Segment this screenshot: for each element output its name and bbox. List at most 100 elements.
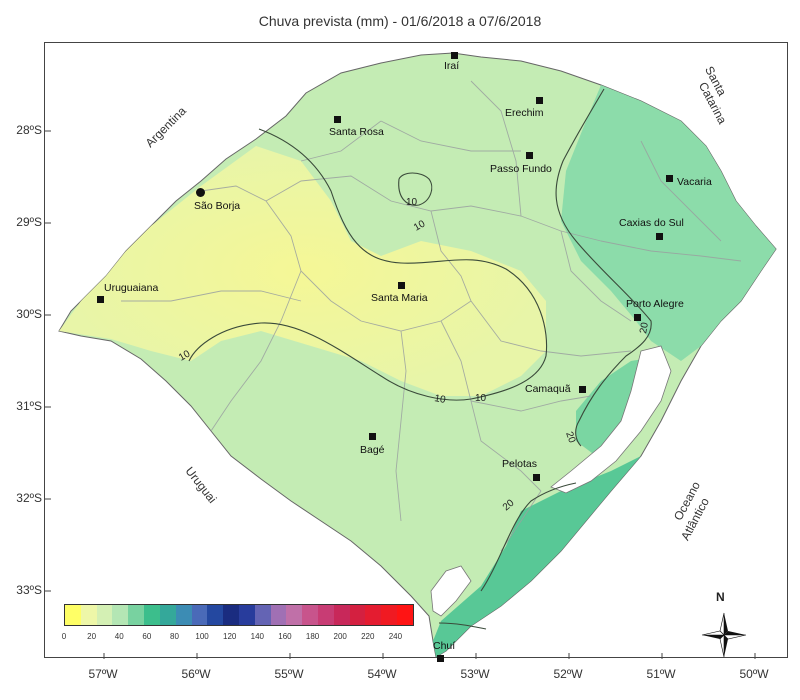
legend-tick-label: 60 (142, 632, 152, 641)
zone-0-10mm (59, 146, 546, 396)
color-legend: 0 20 40 60 80 100 120 140 160 180 200 220 240 (62, 604, 414, 641)
city-label-santa-maria: Santa Maria (371, 292, 428, 304)
legend-color-swatch (144, 605, 160, 625)
city-label-chui: Chuí (433, 640, 456, 652)
city-label-uruguaiana: Uruguaiana (104, 282, 159, 294)
city-marker (97, 296, 104, 303)
legend-color-swatch (365, 605, 382, 625)
legend-color-swatch (191, 605, 208, 625)
lat-tick-label: 32ºS (16, 491, 42, 505)
legend-tick-label: 140 (250, 632, 264, 641)
city-label-vacaria: Vacaria (677, 176, 712, 188)
city-label-santa-rosa: Santa Rosa (329, 126, 384, 138)
legend-color-swatch (397, 605, 413, 625)
legend-color-swatch (238, 605, 255, 625)
city-marker (196, 188, 205, 197)
contour-20-south (480, 482, 577, 592)
contour-20-chui (438, 622, 487, 630)
city-label-caxias-do-sul: Caxias do Sul (619, 217, 684, 229)
lagoa-mirim (430, 565, 472, 617)
legend-color-swatch (96, 605, 113, 625)
legend-tick-label: 20 (87, 632, 97, 641)
graticule-ticks (45, 130, 756, 659)
compass-rose-icon (701, 612, 747, 658)
legend-color-swatch (286, 605, 303, 625)
legend-tick-label: 160 (278, 632, 292, 641)
legend-color-swatch (381, 605, 398, 625)
contour-label: 10 (475, 393, 487, 404)
contour-label: 10 (177, 348, 193, 363)
legend-color-swatch (318, 605, 334, 625)
city-label-passo-fundo: Passo Fundo (490, 163, 552, 175)
city-label-sao-borja: São Borja (194, 200, 241, 212)
lon-tick-label: 54ºW (367, 667, 397, 681)
city-marker (451, 52, 458, 59)
zone-20-40mm-east (561, 85, 776, 361)
legend-color-bar (64, 604, 414, 626)
city-label-bage: Bagé (360, 444, 385, 456)
legend-color-swatch (333, 605, 350, 625)
city-marker (656, 233, 663, 240)
city-marker (334, 116, 341, 123)
legend-color-swatch (80, 605, 97, 625)
contour-10-loop (398, 172, 433, 206)
contour-10-north (188, 128, 548, 401)
lat-tick-label: 28ºS (16, 123, 42, 137)
city-marker (369, 433, 376, 440)
legend-tick-label: 80 (170, 632, 179, 641)
legend-color-swatch (223, 605, 239, 625)
legend-tick-label: 240 (388, 632, 403, 641)
legend-tick-label: 120 (223, 632, 237, 641)
contour-label: 20 (563, 430, 577, 445)
lon-tick-label: 57ºW (88, 667, 118, 681)
contour-label: 10 (433, 393, 446, 406)
city-marker (398, 282, 405, 289)
legend-color-swatch (349, 605, 366, 625)
city-marker (437, 655, 444, 662)
city-label-porto-alegre: Porto Alegre (626, 298, 684, 310)
legend-tick-label: 100 (195, 632, 209, 641)
lon-tick-label: 51ºW (646, 667, 676, 681)
legend-color-swatch (270, 605, 287, 625)
city-marker (634, 314, 641, 321)
lat-tick-label: 30ºS (16, 307, 42, 321)
legend-color-swatch (128, 605, 145, 625)
legend-color-swatch (159, 605, 176, 625)
lon-tick-label: 56ºW (181, 667, 211, 681)
legend-color-swatch (302, 605, 318, 625)
city-label-camaqua: Camaquã (525, 383, 571, 395)
contour-lines (188, 88, 652, 630)
lat-tick-label: 33ºS (16, 583, 42, 597)
legend-tick-label: 180 (305, 632, 320, 641)
city-label-erechim: Erechim (505, 107, 544, 119)
city-label-irai: Iraí (444, 60, 460, 72)
legend-tick-label: 220 (361, 632, 375, 641)
zone-20-40mm-south (433, 456, 641, 657)
lon-tick-label: 50ºW (739, 667, 769, 681)
city-marker (533, 474, 540, 481)
legend-tick-label: 0 (61, 632, 67, 641)
map-title: Chuva prevista (mm) - 01/6/2018 a 07/6/2… (258, 13, 542, 29)
city-label-pelotas: Pelotas (502, 458, 538, 470)
contour-20-east (555, 88, 652, 447)
contour-label: 20 (638, 321, 651, 334)
city-marker (579, 386, 586, 393)
rainfall-map: 10 10 10 10 10 20 20 20 (45, 52, 777, 659)
legend-color-swatch (112, 605, 129, 625)
legend-color-swatch (65, 605, 81, 625)
legend-color-swatch (254, 605, 271, 625)
contour-label: 10 (406, 197, 418, 208)
lon-tick-label: 53ºW (460, 667, 490, 681)
legend-color-swatch (175, 605, 192, 625)
lon-tick-label: 55ºW (274, 667, 304, 681)
lagoa-dos-patos (550, 345, 672, 494)
lat-tick-label: 31ºS (16, 399, 42, 413)
internal-boundaries (121, 80, 742, 552)
map-frame: 10 10 10 10 10 20 20 20 (44, 42, 788, 659)
city-marker (666, 175, 673, 182)
legend-color-swatch (207, 605, 224, 625)
contour-label: 10 (412, 218, 428, 233)
legend-tick-label: 200 (333, 632, 347, 641)
lon-tick-label: 52ºW (553, 667, 583, 681)
north-label: N (716, 590, 725, 604)
